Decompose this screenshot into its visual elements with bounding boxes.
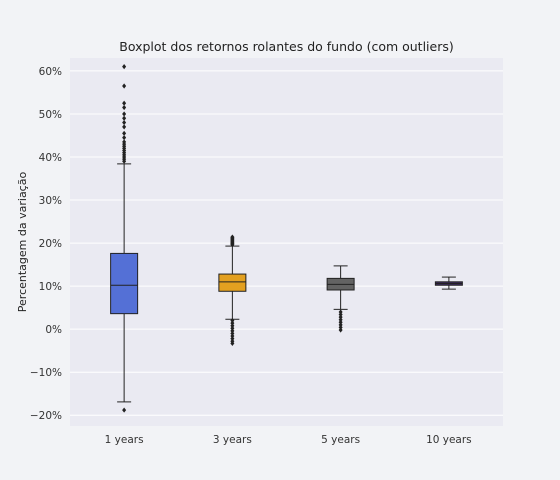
y-tick-label: 30% xyxy=(39,195,62,207)
box-10-years xyxy=(434,276,463,290)
box-3-years xyxy=(218,234,247,346)
box-5-years xyxy=(326,265,355,333)
y-axis-label: Percentagem da variação xyxy=(16,172,29,313)
outlier-point xyxy=(230,234,235,240)
plot-area xyxy=(70,58,503,426)
y-tick-label: 10% xyxy=(39,281,62,293)
outlier-point xyxy=(122,100,127,106)
chart-title: Boxplot dos retornos rolantes do fundo (… xyxy=(119,39,454,54)
y-axis-ticks: −20% −10% 0% 10% 20% 30% 40% 50% 60% xyxy=(30,66,62,422)
outlier-point xyxy=(122,124,127,130)
outlier-point xyxy=(230,317,235,324)
iqr-box xyxy=(110,252,139,315)
x-axis-ticks: 1 years 3 years 5 years 10 years xyxy=(105,434,472,446)
outlier-point xyxy=(122,64,127,70)
outlier-point xyxy=(122,119,127,126)
outlier-point xyxy=(122,407,127,413)
y-tick-label: 50% xyxy=(39,109,62,121)
outlier-point xyxy=(122,83,127,89)
outlier-point xyxy=(122,115,127,121)
iqr-box xyxy=(218,273,247,292)
outlier-point xyxy=(122,130,127,136)
grid-lines xyxy=(70,70,503,416)
box-series xyxy=(110,64,463,413)
x-tick-label: 1 years xyxy=(105,434,144,446)
y-tick-label: 60% xyxy=(39,66,62,78)
box-1-years xyxy=(110,64,139,413)
y-tick-label: −10% xyxy=(30,367,62,379)
outlier-point xyxy=(122,104,127,111)
outlier-point xyxy=(338,309,343,315)
x-tick-label: 5 years xyxy=(321,434,360,446)
outlier-point xyxy=(122,111,127,117)
y-tick-label: 40% xyxy=(39,152,62,164)
y-tick-label: 0% xyxy=(45,324,62,336)
y-tick-label: −20% xyxy=(30,410,62,422)
x-tick-label: 10 years xyxy=(426,434,472,446)
y-tick-label: 20% xyxy=(39,238,62,250)
outlier-point xyxy=(122,135,127,141)
x-tick-label: 3 years xyxy=(213,434,252,446)
outlier-point xyxy=(122,139,127,145)
